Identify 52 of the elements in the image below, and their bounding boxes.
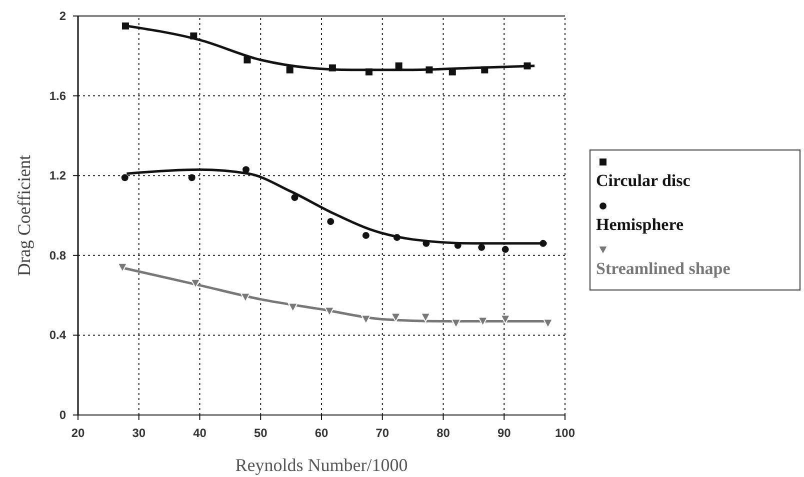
y-tick-label: 1.2 — [49, 168, 66, 183]
y-tick-label: 0.4 — [49, 328, 66, 342]
x-tick-label: 20 — [71, 426, 85, 440]
point — [190, 278, 200, 288]
point — [324, 306, 334, 316]
legend-label: Hemisphere — [596, 215, 684, 234]
point — [478, 316, 488, 326]
x-tick-label: 100 — [554, 426, 576, 440]
x-tick-label: 40 — [193, 426, 207, 440]
point — [524, 62, 531, 70]
point — [328, 64, 336, 72]
x-tick-label: 30 — [132, 426, 146, 440]
x-tick-label: 80 — [436, 426, 450, 440]
point — [240, 292, 250, 302]
point — [502, 246, 509, 253]
y-tick-label: 2 — [59, 9, 66, 23]
point — [481, 66, 488, 74]
point — [478, 244, 486, 251]
y-axis-title: Drag Coefficient — [14, 154, 34, 276]
y-tick-label: 0.8 — [49, 248, 66, 262]
legend-label: Streamlined shape — [596, 259, 731, 278]
point — [117, 262, 128, 272]
x-tick-label: 50 — [254, 426, 268, 440]
x-tick-label: 60 — [314, 426, 328, 440]
x-axis-title: Reynolds Number/1000 — [235, 455, 408, 475]
point — [360, 314, 371, 324]
point — [426, 66, 433, 74]
point — [540, 240, 547, 247]
point — [362, 232, 370, 239]
point — [365, 68, 372, 76]
point — [288, 302, 298, 312]
point — [390, 312, 401, 322]
point — [190, 32, 198, 40]
point — [420, 312, 431, 322]
point — [122, 22, 129, 30]
y-tick-label: 1.6 — [49, 88, 66, 103]
point — [291, 194, 298, 202]
point — [188, 174, 196, 182]
point — [121, 174, 128, 182]
legend-label: Circular disc — [596, 171, 691, 190]
point — [244, 56, 251, 64]
point — [242, 166, 250, 174]
point — [395, 62, 402, 70]
point — [422, 240, 430, 247]
point — [454, 242, 462, 249]
point — [327, 218, 334, 225]
point — [393, 234, 400, 241]
x-tick-label: 70 — [376, 426, 390, 440]
point — [286, 66, 294, 74]
x-tick-label: 90 — [497, 426, 512, 440]
y-tick-label: 0 — [59, 408, 66, 422]
point — [500, 314, 510, 324]
